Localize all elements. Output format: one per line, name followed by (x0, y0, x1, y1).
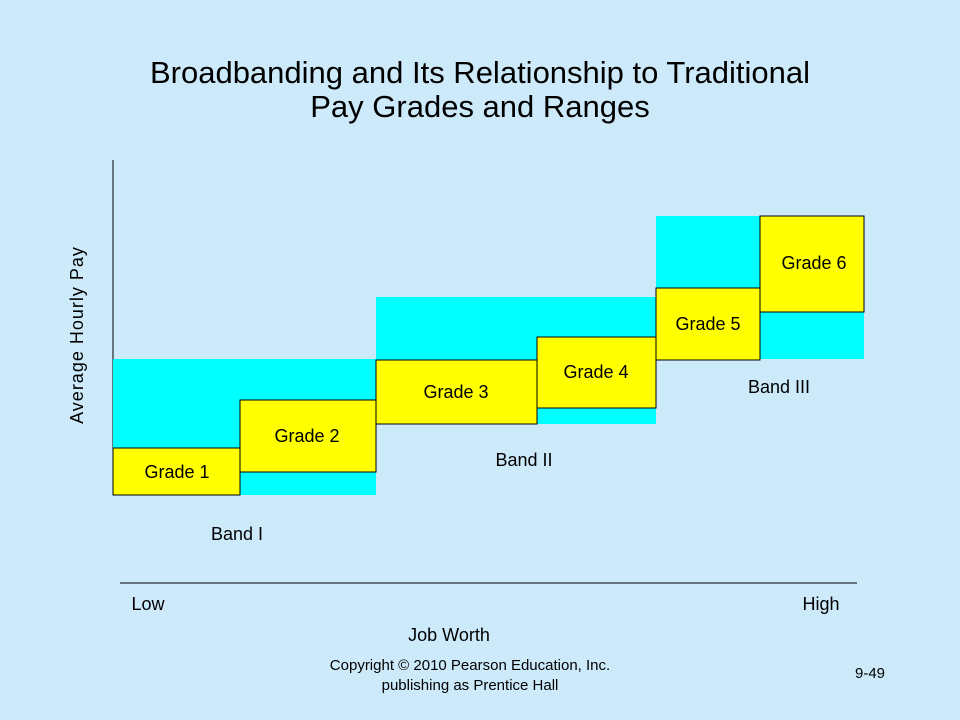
x-low-label: Low (131, 594, 165, 614)
band-label: Band III (748, 377, 810, 397)
grade-label: Grade 2 (274, 426, 339, 446)
x-high-label: High (802, 594, 839, 614)
band-label: Band II (495, 450, 552, 470)
grade-box (375, 359, 538, 425)
grade-label: Grade 1 (144, 462, 209, 482)
x-axis-label: Job Worth (408, 625, 490, 645)
grade-box (655, 287, 761, 361)
y-axis-label: Average Hourly Pay (67, 246, 87, 424)
grade-box (536, 336, 657, 409)
grade-box (239, 399, 377, 473)
grade-label: Grade 5 (675, 314, 740, 334)
grade-label: Grade 6 (781, 253, 846, 273)
grade-label: Grade 3 (423, 382, 488, 402)
copyright: Copyright © 2010 Pearson Education, Inc. (330, 657, 610, 674)
title-line: Broadbanding and Its Relationship to Tra… (150, 55, 810, 90)
grade-box (759, 215, 865, 313)
grade-label: Grade 4 (563, 362, 628, 382)
title-line: Pay Grades and Ranges (310, 89, 650, 124)
page-number: 9-49 (855, 665, 885, 682)
band-label: Band I (211, 524, 263, 544)
copyright: publishing as Prentice Hall (382, 677, 559, 694)
